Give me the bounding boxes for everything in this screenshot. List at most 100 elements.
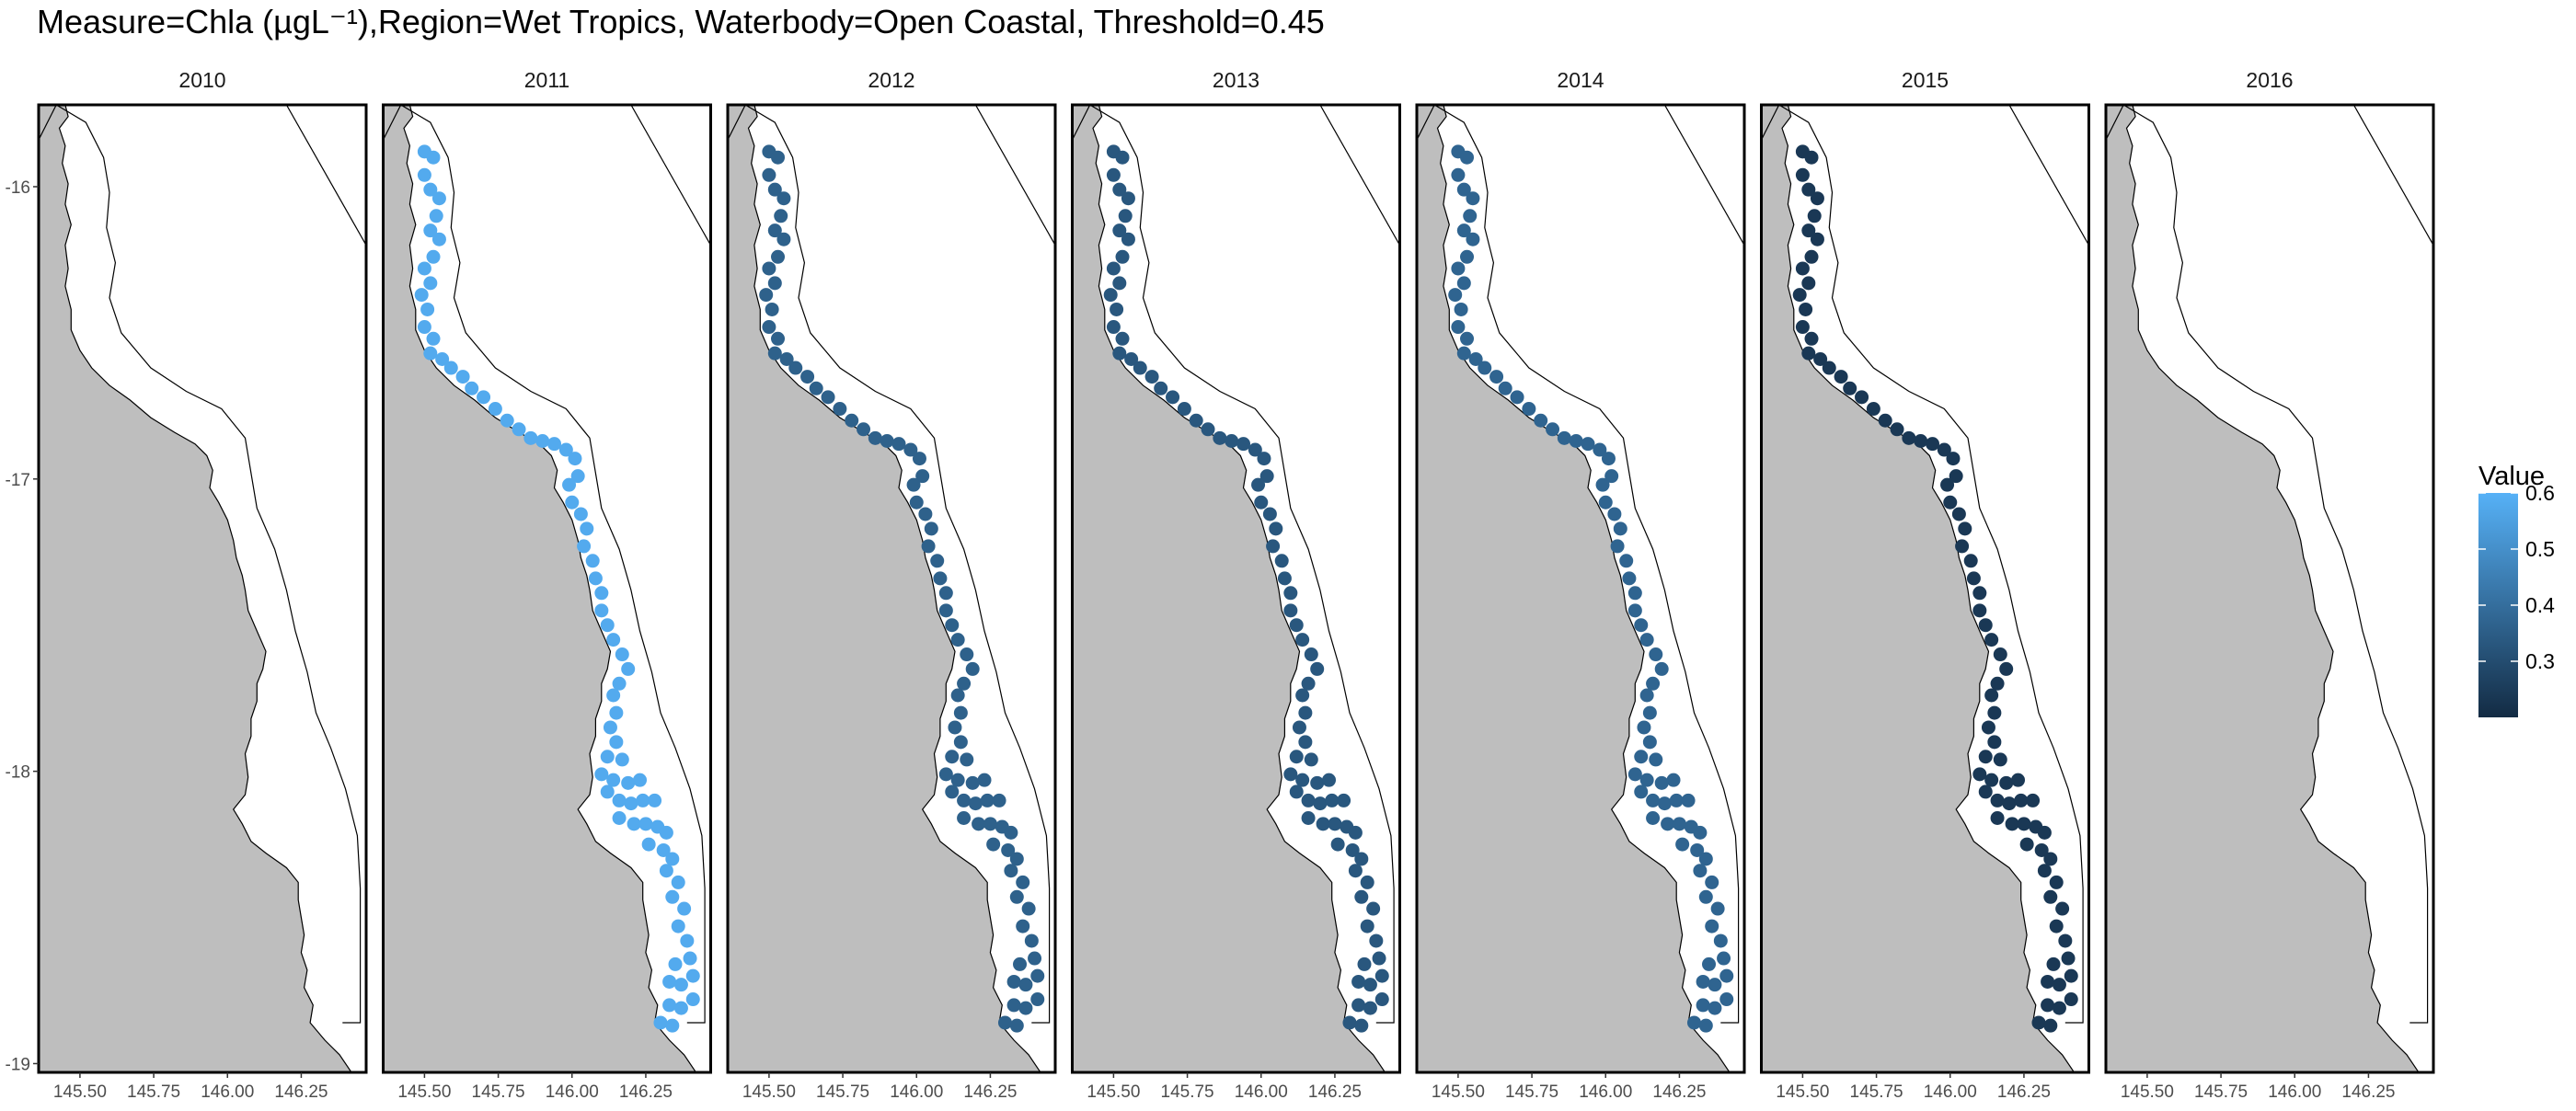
data-point-2015-81 [2031,1015,2046,1030]
data-point-2011-65 [656,842,671,857]
data-point-2014-6 [1456,223,1471,238]
data-point-2012-58 [992,793,1006,807]
data-point-2015-78 [2041,998,2055,1013]
data-point-2014-5 [1463,209,1478,223]
zone-boundary-line [2008,105,2089,246]
data-point-2012-27 [903,442,918,457]
data-point-2012-72 [1024,933,1039,948]
data-point-2014-16 [1468,352,1483,367]
data-point-2015-20 [1855,390,1869,405]
data-point-2014-48 [1634,750,1649,764]
data-point-2015-61 [2017,817,2031,831]
data-point-2014-7 [1466,232,1480,246]
x-tick-label: 146.25 [963,1082,1017,1102]
data-point-2013-15 [1112,346,1127,361]
x-tick-label: 145.75 [127,1082,180,1102]
data-point-2012-3 [767,182,782,197]
data-point-2012-14 [771,331,786,346]
land-polygon [383,105,697,1072]
data-point-2011-79 [673,1001,688,1015]
data-point-2014-26 [1581,437,1595,452]
data-point-2015-80 [2064,992,2078,1007]
data-point-2012-15 [767,346,782,361]
data-point-2013-67 [1348,864,1363,878]
data-point-2014-20 [1510,390,1524,405]
data-point-2015-58 [2026,793,2041,807]
data-point-2012-48 [945,750,960,764]
data-point-2011-82 [665,1018,680,1033]
data-point-2014-14 [1460,331,1475,346]
data-point-2015-8 [1804,249,1819,264]
data-point-2013-73 [1372,951,1386,966]
data-point-2014-67 [1693,864,1708,878]
legend: Value 0.3 0.4 0.5 0.6 [2478,462,2555,717]
data-point-2013-19 [1154,381,1168,395]
data-point-2013-52 [1310,775,1325,790]
data-point-2013-25 [1225,433,1239,448]
data-point-2014-17 [1478,361,1492,375]
data-point-2013-77 [1374,968,1389,983]
data-point-2011-23 [512,422,526,437]
data-point-2014-71 [1705,919,1719,933]
facet-label-2012: 2012 [868,68,914,92]
data-point-2011-81 [653,1015,668,1030]
zone-boundary-line [630,105,711,246]
data-point-2014-53 [1666,773,1681,787]
data-point-2013-1 [1115,150,1130,165]
data-point-2011-30 [562,477,577,492]
data-point-2011-29 [570,469,585,484]
data-point-2012-52 [965,775,980,790]
data-point-2011-69 [665,889,680,904]
data-point-2011-76 [673,978,688,992]
data-point-2013-82 [1354,1018,1369,1033]
data-point-2013-22 [1189,413,1203,428]
data-point-2012-75 [1006,974,1021,989]
data-point-2015-74 [2046,956,2061,971]
reef-boundary [1433,105,1740,1024]
land-polygon [39,105,352,1072]
data-point-2014-68 [1705,875,1719,889]
data-point-2013-45 [1298,705,1313,720]
data-point-2015-3 [1801,182,1816,197]
data-point-2015-66 [2043,852,2058,866]
data-point-2012-71 [1016,919,1030,933]
data-point-2013-10 [1112,276,1127,291]
data-point-2014-2 [1451,167,1466,182]
data-point-2013-55 [1301,793,1316,807]
x-tick-label: 146.25 [2341,1082,2395,1102]
zone-boundary-line [974,105,1055,246]
data-point-2013-29 [1259,469,1274,484]
data-point-2013-21 [1177,402,1191,417]
data-point-2011-14 [426,331,441,346]
data-point-2012-7 [776,232,791,246]
data-point-2011-28 [568,452,582,466]
data-point-2012-13 [762,320,776,335]
data-point-2011-16 [435,352,450,367]
data-point-2015-2 [1795,167,1810,182]
data-point-2014-29 [1604,469,1619,484]
data-point-2014-34 [1610,539,1625,554]
data-point-2013-35 [1274,554,1289,568]
data-point-2014-4 [1466,191,1480,206]
data-point-2012-78 [1006,998,1021,1013]
data-point-2012-50 [938,767,953,782]
data-point-2012-74 [1013,956,1028,971]
boundary-line [1072,105,1091,141]
data-point-2012-38 [938,603,953,618]
data-point-2012-26 [891,437,906,452]
data-point-2012-33 [924,521,938,536]
data-point-2011-46 [603,720,617,735]
facet-2013: 2013 145.50 145.75 146.00 146.25 [1071,68,1401,1102]
data-point-2012-81 [997,1015,1012,1030]
data-point-2014-56 [1657,796,1672,811]
data-point-2011-37 [594,586,609,601]
data-point-2014-74 [1702,956,1717,971]
data-point-2014-49 [1649,752,1663,767]
panel-border [726,103,1057,1074]
data-point-2014-47 [1642,735,1657,750]
y-tick-label: -16 [6,178,30,198]
data-point-2011-55 [612,793,627,807]
data-point-2015-60 [2005,817,2019,831]
x-tick-label: 145.50 [742,1082,796,1102]
